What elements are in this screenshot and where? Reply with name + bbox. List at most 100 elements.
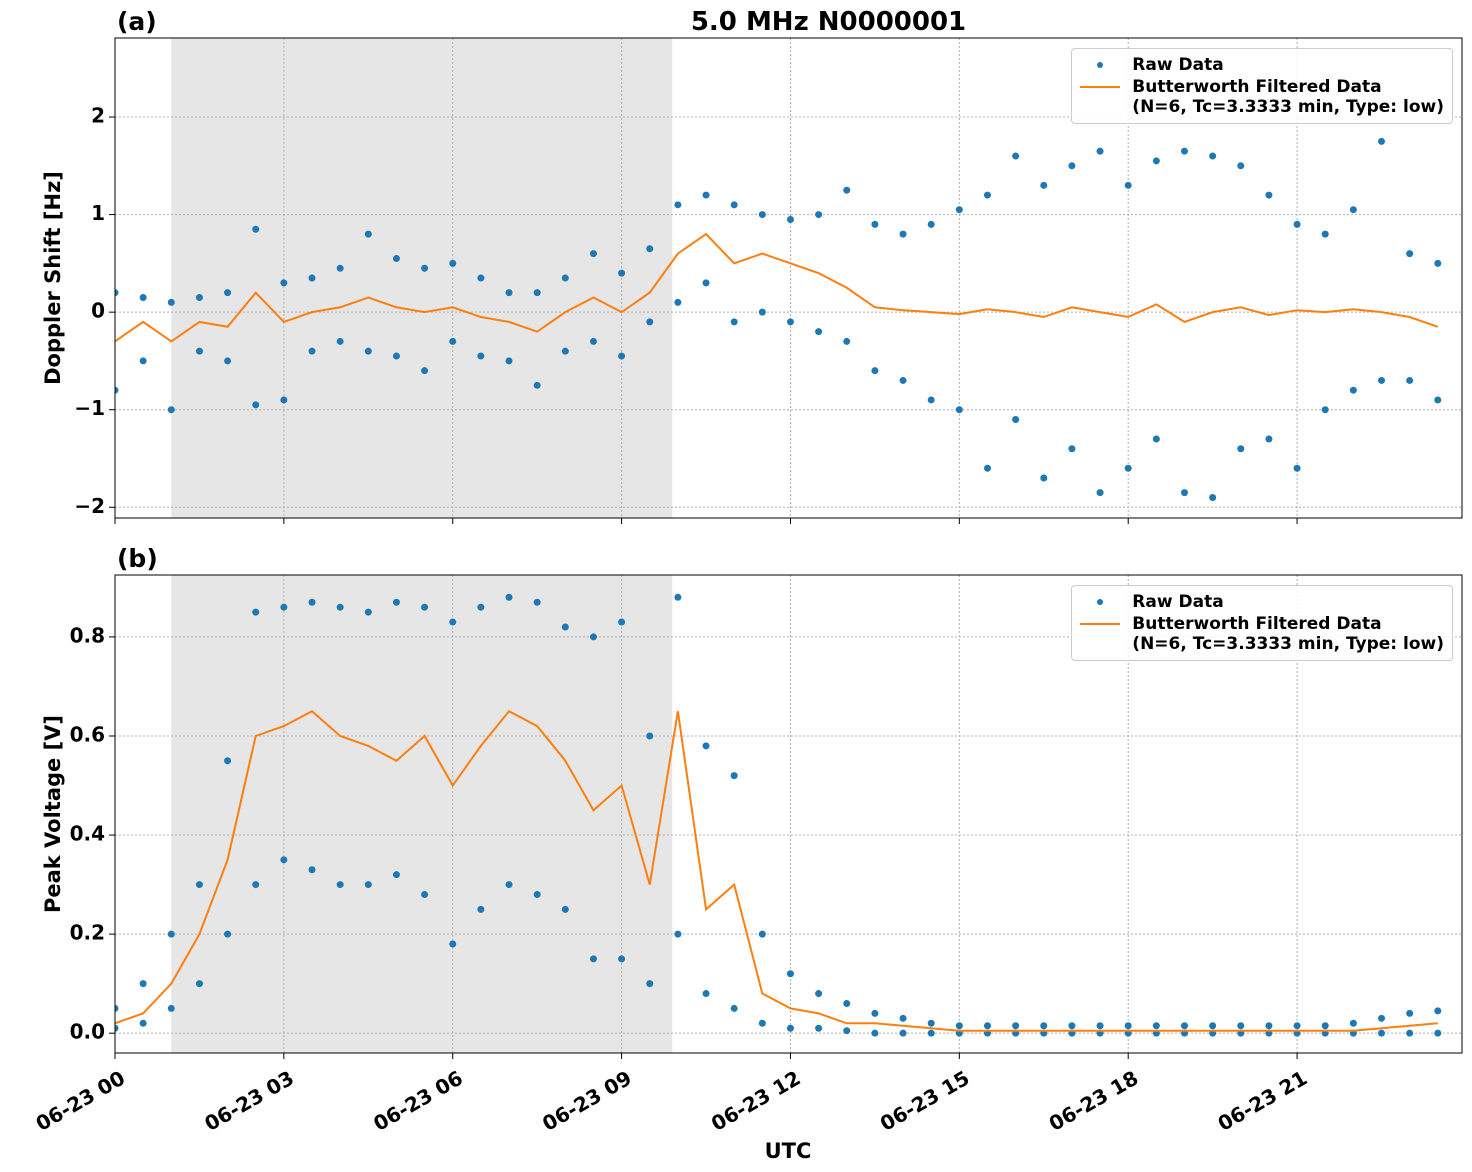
raw-point (815, 1024, 823, 1032)
raw-point (702, 279, 710, 287)
y-tick-label: 0.4 (70, 822, 105, 846)
raw-point (477, 352, 485, 360)
raw-point (392, 598, 400, 606)
raw-point (589, 955, 597, 963)
raw-point (167, 930, 175, 938)
raw-point (646, 245, 654, 253)
raw-point (224, 757, 232, 765)
raw-point (505, 593, 513, 601)
y-tick-label: −2 (74, 494, 105, 518)
raw-point (449, 940, 457, 948)
raw-point (1040, 474, 1048, 482)
raw-point (533, 289, 541, 297)
raw-point (758, 930, 766, 938)
raw-point (927, 396, 935, 404)
raw-point (1406, 250, 1414, 258)
raw-point (730, 772, 738, 780)
raw-point (252, 401, 260, 409)
raw-point (983, 191, 991, 199)
raw-point (1068, 162, 1076, 170)
raw-point (364, 347, 372, 355)
legend-label: Butterworth Filtered Data (N=6, Tc=3.333… (1132, 614, 1444, 654)
raw-point (195, 294, 203, 302)
legend-key (1080, 614, 1121, 634)
raw-point (927, 1019, 935, 1027)
raw-point (758, 211, 766, 219)
raw-point (702, 191, 710, 199)
raw-point (1180, 1022, 1188, 1030)
raw-point (477, 274, 485, 282)
raw-point (308, 866, 316, 874)
x-tick-label: 06-23 06 (369, 1066, 467, 1136)
raw-point (1012, 152, 1020, 160)
y-tick-label: 0.0 (70, 1020, 105, 1044)
raw-point (139, 980, 147, 988)
legend-label: Butterworth Filtered Data (N=6, Tc=3.333… (1132, 77, 1444, 117)
x-axis-label: UTC (765, 1139, 812, 1163)
y-axis-label: Peak Voltage [V] (41, 715, 65, 913)
y-tick-label: −1 (74, 396, 105, 420)
raw-point (589, 337, 597, 345)
legend-label: Raw Data (1132, 592, 1224, 612)
raw-point (1096, 147, 1104, 155)
raw-point (336, 881, 344, 889)
raw-point (533, 890, 541, 898)
x-tick-label: 06-23 03 (200, 1066, 298, 1136)
raw-point (364, 230, 372, 238)
raw-point (280, 856, 288, 864)
raw-point (674, 930, 682, 938)
plot-area (115, 593, 1442, 1037)
raw-point (983, 1022, 991, 1030)
raw-point (533, 381, 541, 389)
raw-point (786, 970, 794, 978)
raw-point (421, 890, 429, 898)
raw-point (1265, 435, 1273, 443)
raw-point (618, 352, 626, 360)
x-tick-label: 06-23 15 (876, 1066, 974, 1136)
raw-point (1152, 435, 1160, 443)
raw-point (224, 930, 232, 938)
y-tick-label: 1 (91, 201, 105, 225)
raw-point (646, 732, 654, 740)
raw-point (871, 1029, 879, 1037)
x-tick-label: 06-23 09 (538, 1066, 636, 1136)
raw-point (505, 289, 513, 297)
panel-label: (b) (117, 544, 158, 573)
raw-point (115, 386, 119, 394)
raw-point (1012, 1022, 1020, 1030)
panel-label: (a) (117, 7, 157, 36)
raw-point (167, 406, 175, 414)
raw-point (392, 871, 400, 879)
raw-point (786, 1024, 794, 1032)
raw-point (1096, 489, 1104, 497)
raw-point (336, 264, 344, 272)
raw-point (1237, 445, 1245, 453)
raw-point (983, 464, 991, 472)
raw-point (899, 376, 907, 384)
plot-area (115, 137, 1442, 502)
legend-key (1080, 55, 1120, 75)
raw-point (505, 357, 513, 365)
raw-point (392, 352, 400, 360)
filtered-line (115, 709, 1438, 1032)
legend-key (1080, 592, 1120, 612)
raw-point (1406, 376, 1414, 384)
raw-point (1152, 1022, 1160, 1030)
raw-point (449, 618, 457, 626)
raw-point (1180, 147, 1188, 155)
raw-point (730, 1004, 738, 1012)
raw-point (1293, 1022, 1301, 1030)
raw-point (1180, 489, 1188, 497)
raw-point (618, 618, 626, 626)
raw-point (1237, 162, 1245, 170)
raw-point (871, 1009, 879, 1017)
raw-point (252, 608, 260, 616)
raw-point (899, 1029, 907, 1037)
raw-point (1321, 230, 1329, 238)
raw-point (449, 259, 457, 267)
y-tick-label: 0.8 (70, 623, 105, 647)
raw-point (1152, 157, 1160, 165)
y-axis-label: Doppler Shift [Hz] (41, 171, 65, 385)
raw-point (1321, 1022, 1329, 1030)
